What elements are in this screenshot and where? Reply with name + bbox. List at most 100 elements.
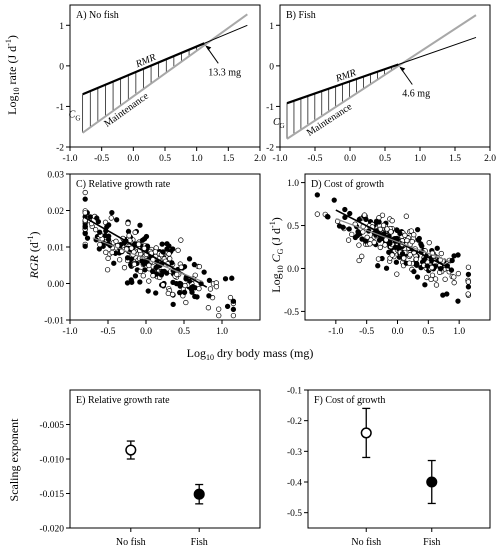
data-point	[96, 246, 102, 252]
data-point	[418, 241, 424, 247]
data-point	[166, 251, 172, 257]
y-tick-label: -0.3	[287, 448, 302, 458]
data-point	[349, 231, 355, 237]
data-point	[207, 286, 214, 292]
y-axis-label-rate: Log10 rate (J d-1)	[4, 35, 21, 115]
y-axis-label-scaling: Scaling exponent	[7, 418, 21, 502]
x-tick-label: 0.0	[344, 154, 356, 164]
data-point	[432, 276, 439, 282]
intersection-arrowhead	[399, 66, 406, 72]
data-point	[139, 237, 146, 243]
intersection-label: 13.3 mg	[208, 67, 241, 78]
category-label: No fish	[116, 537, 146, 548]
data-point	[189, 289, 195, 295]
data-point	[414, 260, 420, 267]
data-point	[346, 226, 352, 232]
data-point	[356, 242, 362, 248]
data-point	[124, 280, 131, 286]
data-point	[213, 284, 220, 290]
data-point	[434, 245, 440, 251]
data-point	[178, 264, 184, 270]
data-point	[423, 274, 430, 281]
data-point	[182, 282, 188, 289]
panel-label: F) Cost of growth	[314, 395, 385, 406]
data-point	[442, 276, 448, 282]
data-point	[448, 267, 455, 273]
data-point	[97, 229, 103, 235]
data-point	[314, 211, 320, 217]
data-point	[175, 247, 181, 253]
x-tick-label: 2.0	[254, 154, 266, 164]
data-point	[422, 282, 428, 288]
data-point	[186, 256, 193, 262]
x-tick-label: -0.5	[94, 154, 109, 164]
rmr-line	[398, 36, 477, 65]
data-point	[196, 264, 203, 270]
data-point	[84, 235, 91, 241]
rmr-line	[204, 24, 248, 44]
data-point	[394, 271, 400, 277]
data-point	[406, 260, 413, 266]
data-point	[82, 196, 88, 202]
data-point	[82, 224, 88, 230]
data-point	[170, 301, 176, 307]
category-label: No fish	[351, 537, 381, 548]
data-point	[113, 238, 119, 244]
data-point	[429, 264, 435, 271]
mean-point	[426, 476, 438, 488]
data-point	[191, 261, 198, 268]
data-point	[183, 299, 189, 306]
data-point	[128, 277, 134, 283]
data-point	[393, 259, 400, 265]
data-point	[105, 236, 112, 243]
data-point	[137, 222, 143, 228]
panel-frame	[307, 389, 491, 529]
data-point	[359, 253, 365, 259]
panel-C: -0.01 0.00 0.01 0.02 0.03 C) Relative growth …	[44, 171, 261, 337]
data-point	[103, 249, 109, 255]
data-point	[352, 234, 359, 241]
data-point	[407, 252, 413, 258]
data-point	[82, 189, 88, 196]
data-point	[109, 249, 115, 256]
data-point	[314, 192, 320, 198]
data-point	[360, 229, 366, 235]
x-tick-label: 1.0	[191, 154, 203, 164]
data-point	[159, 241, 165, 247]
y-tick-label: 0.02	[47, 207, 64, 217]
data-point	[109, 210, 115, 216]
data-point	[150, 272, 156, 279]
data-point	[137, 268, 144, 275]
category-label: Fish	[423, 537, 440, 548]
data-point	[216, 312, 222, 319]
data-point	[465, 279, 472, 285]
data-point	[455, 298, 461, 304]
data-point	[230, 306, 237, 312]
x-tick-label: 0.5	[379, 154, 391, 164]
intersection-arrowhead	[205, 45, 212, 51]
data-point	[206, 277, 213, 284]
x-tick-label: -0.5	[359, 327, 374, 337]
data-point	[331, 197, 337, 203]
data-point	[377, 244, 383, 251]
data-point	[437, 266, 444, 272]
data-point	[403, 213, 409, 219]
cg-label: CG	[69, 110, 81, 123]
x-tick-label: -0.5	[100, 327, 115, 337]
y-axis-label-cost: Log10 CG (J d-1)	[268, 217, 285, 292]
data-point	[375, 256, 382, 262]
fit-line-no-fish	[335, 209, 451, 270]
y-tick-label: -0.2	[287, 417, 302, 427]
data-point	[416, 235, 422, 242]
mean-point	[125, 444, 137, 456]
data-point	[166, 243, 172, 249]
x-tick-label: 2.0	[484, 154, 496, 164]
intersection-label: 4.6 mg	[402, 88, 430, 99]
data-point	[128, 245, 135, 251]
data-point	[414, 226, 421, 233]
data-point	[149, 268, 156, 275]
data-point	[159, 268, 166, 275]
